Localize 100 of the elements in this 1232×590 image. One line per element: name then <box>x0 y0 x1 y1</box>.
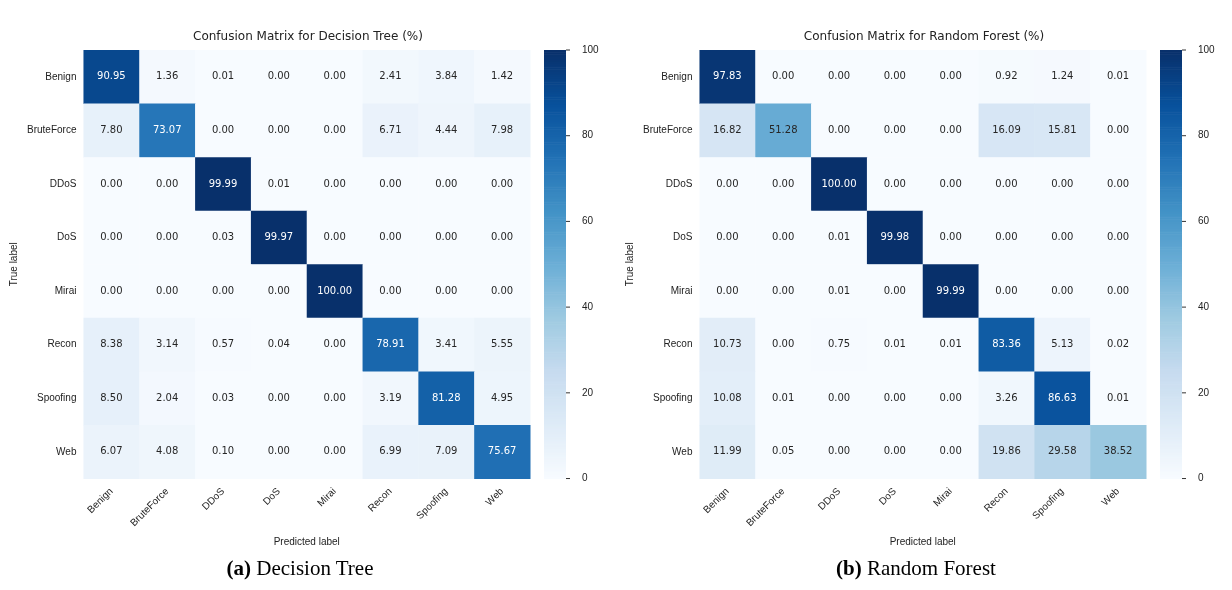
data-label: 19.86 <box>992 445 1021 457</box>
x-axis-title: Predicted label <box>273 535 340 547</box>
data-label: 0.00 <box>267 391 290 403</box>
data-label: 1.24 <box>1051 70 1074 82</box>
data-label: 0.00 <box>939 123 962 135</box>
data-label: 8.50 <box>100 391 123 403</box>
y-tick-label: Spoofing <box>36 391 77 403</box>
data-label: 99.99 <box>936 284 965 296</box>
chart-title: Confusion Matrix for Decision Tree (%) <box>193 28 423 43</box>
data-label: 0.00 <box>323 391 346 403</box>
data-label: 0.00 <box>379 284 402 296</box>
x-tick-label: Web <box>1099 485 1122 508</box>
data-label: 0.00 <box>716 284 739 296</box>
color-bar-label: 80 <box>582 129 594 141</box>
data-label: 0.00 <box>772 70 795 82</box>
color-bar-label: 40 <box>1198 300 1210 312</box>
data-label: 0.00 <box>1106 177 1130 189</box>
data-label: 0.00 <box>883 445 906 457</box>
chart-title: Confusion Matrix for Random Forest (%) <box>803 28 1045 43</box>
y-tick-label: BruteForce <box>26 124 77 136</box>
data-label: 0.00 <box>772 177 795 189</box>
data-label: 10.73 <box>713 338 742 350</box>
data-label: 0.00 <box>995 177 1018 189</box>
data-label: 99.99 <box>208 177 238 189</box>
data-label: 0.00 <box>827 123 851 135</box>
data-label: 0.00 <box>211 284 235 296</box>
data-label: 0.00 <box>883 123 906 135</box>
data-label: 78.91 <box>376 338 405 350</box>
y-tick-label: DDoS <box>665 177 693 189</box>
data-label: 16.09 <box>992 123 1021 135</box>
color-bar-label: 40 <box>582 300 594 312</box>
x-tick-label: Web <box>483 485 506 508</box>
y-tick-label: DoS <box>57 231 77 243</box>
data-label: 0.75 <box>827 338 851 350</box>
text: (b) Random Forest <box>835 556 997 581</box>
color-bar-label: 20 <box>1198 386 1210 398</box>
data-label: 0.00 <box>939 177 962 189</box>
data-label: 0.03 <box>211 391 235 403</box>
data-label: 0.57 <box>211 338 235 350</box>
y-axis-title: True label <box>7 242 19 287</box>
data-label: 0.00 <box>1051 177 1074 189</box>
color-bar-label: 80 <box>1198 129 1210 141</box>
data-label: 0.00 <box>939 70 962 82</box>
data-label: 0.05 <box>772 445 795 457</box>
data-label: 7.80 <box>100 123 123 135</box>
color-bar-label: 20 <box>582 386 594 398</box>
data-label: 0.00 <box>995 231 1018 243</box>
data-label: 4.44 <box>435 123 458 135</box>
data-label: 1.42 <box>490 70 514 82</box>
data-label: 0.00 <box>156 177 179 189</box>
y-tick-label: Mirai <box>670 284 693 296</box>
data-label: 0.04 <box>267 338 290 350</box>
data-label: 0.01 <box>1106 70 1130 82</box>
data-label: 0.00 <box>267 445 290 457</box>
data-label: 83.36 <box>992 338 1021 350</box>
data-label: 6.07 <box>100 445 123 457</box>
data-label: 2.41 <box>379 70 402 82</box>
x-axis-title: Predicted label <box>889 535 956 547</box>
data-label: 0.00 <box>100 231 123 243</box>
data-label: 7.98 <box>490 123 514 135</box>
data-label: 0.00 <box>1051 284 1074 296</box>
data-label: 99.98 <box>880 231 910 243</box>
data-label: 0.00 <box>716 231 739 243</box>
data-label: 97.83 <box>713 70 742 82</box>
data-label: 0.00 <box>772 231 795 243</box>
data-label: 8.38 <box>100 338 123 350</box>
data-label: 0.03 <box>211 231 235 243</box>
data-label: 0.00 <box>323 177 346 189</box>
data-label: 0.00 <box>156 284 179 296</box>
data-label: 0.00 <box>883 70 906 82</box>
data-label: 4.95 <box>490 391 514 403</box>
y-tick-label: Recon <box>47 338 77 350</box>
data-label: 0.00 <box>1106 231 1130 243</box>
data-label: 0.00 <box>490 177 514 189</box>
data-label: 75.67 <box>487 445 517 457</box>
data-label: 0.00 <box>995 284 1018 296</box>
data-label: 3.14 <box>156 338 179 350</box>
data-label: 0.00 <box>267 70 290 82</box>
data-label: 0.00 <box>323 123 346 135</box>
data-label: 99.97 <box>264 231 294 243</box>
data-label: 3.84 <box>435 70 458 82</box>
data-label: 29.58 <box>1047 445 1077 457</box>
data-label: 0.01 <box>211 70 235 82</box>
data-label: 6.99 <box>379 445 402 457</box>
data-label: 0.00 <box>379 177 402 189</box>
data-label: 0.10 <box>211 445 235 457</box>
color-bar-label: 60 <box>1198 215 1210 227</box>
data-label: 0.01 <box>939 338 962 350</box>
data-label: 0.00 <box>323 231 346 243</box>
data-label: 0.00 <box>435 231 458 243</box>
data-label: 0.01 <box>827 231 851 243</box>
data-label: 81.28 <box>431 391 461 403</box>
color-bar-label: 100 <box>582 43 600 55</box>
data-label: 86.63 <box>1047 391 1077 403</box>
data-label: 0.00 <box>883 284 906 296</box>
y-tick-label: DDoS <box>49 177 77 189</box>
color-bar-label: 0 <box>1198 472 1204 484</box>
data-label: 0.00 <box>323 338 346 350</box>
data-label: 0.01 <box>827 284 851 296</box>
data-label: 16.82 <box>713 123 742 135</box>
